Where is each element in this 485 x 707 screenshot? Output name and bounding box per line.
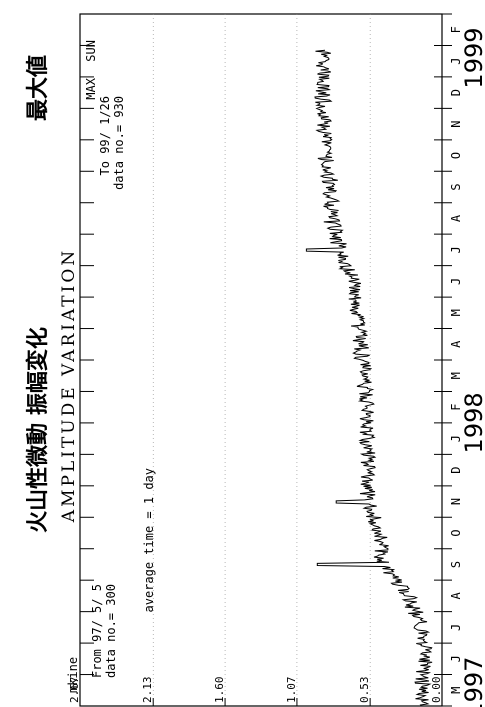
month-ticks [80,13,452,707]
end-label: To 99/ 1/26 [98,96,112,175]
month-label: A [449,592,463,600]
month-label: J [449,624,463,631]
chart-title-jp: 火山性微動 振幅変化 [25,327,51,533]
month-label: A [449,214,463,222]
value-tick-label: 0.53 [358,677,371,704]
max-label: MAX [84,77,98,99]
value-tick-label: 1.07 [285,677,298,704]
month-label: M [449,372,463,379]
year-label: 1998 [460,392,485,453]
month-label: M [449,687,463,694]
month-label: D [449,89,463,96]
value-tick-label: 2.13 [141,677,154,704]
y-unit-label: mkine [66,657,80,693]
value-gridlines [152,14,371,706]
month-label: J [449,655,463,662]
month-label: M [449,309,463,316]
amplitude-trace [305,49,433,707]
month-label: S [449,183,463,190]
start-label: From 97/ 5/ 5 [90,584,104,678]
value-tick-labels: 2.67 2.13 1.60 1.07 0.53 0.00 [68,677,443,706]
value-tick-label: 0.00 [430,677,443,704]
month-label: O [449,529,463,536]
month-label: F [449,404,463,411]
month-labels: M J J A S O N D J F M A M J J A S O N D J F [449,26,463,694]
start-data-no: data no.= 300 [104,584,118,678]
month-label: J [449,278,463,285]
end-data-no: data no.= 930 [112,96,126,190]
max-title: 最大値 [26,55,51,121]
month-label: F [449,26,463,33]
month-label: N [449,498,463,505]
month-label: J [449,246,463,253]
average-note: average time = 1 day [142,468,156,613]
month-label: S [449,561,463,568]
value-tick-label: 1.60 [213,677,226,704]
month-label: O [449,152,463,159]
year-labels: 1997 1998 1999 [460,27,485,707]
chart-title-en: AMPLITUDE VARIATION [59,248,79,523]
month-label: N [449,120,463,127]
max-weekday: SUN [84,40,98,62]
month-label: J [449,435,463,442]
value-tick-label: 2.67 [68,677,81,704]
plot-frame [79,13,443,707]
month-label: A [449,340,463,348]
year-label: 1997 [460,657,485,707]
year-label: 1999 [460,27,485,88]
month-label: D [449,466,463,473]
month-label: J [449,58,463,65]
